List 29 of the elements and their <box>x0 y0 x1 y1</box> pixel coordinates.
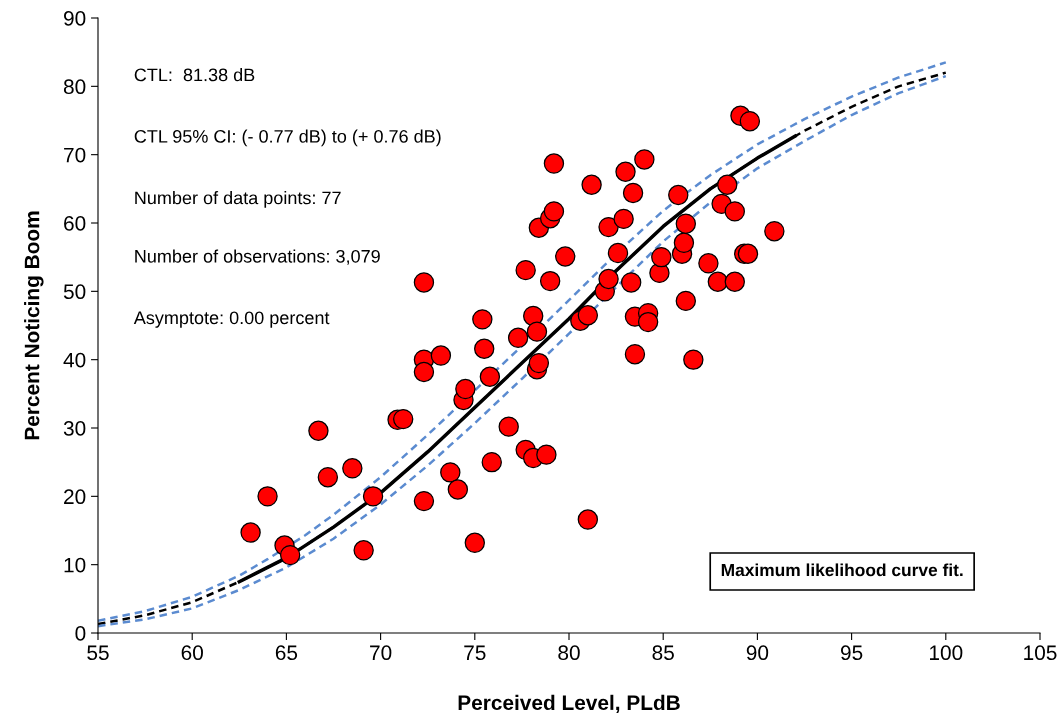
x-axis-title: Perceived Level, PLdB <box>458 694 680 714</box>
x-tick-label: 105 <box>1024 645 1057 661</box>
x-tick-label: 65 <box>275 645 298 661</box>
y-tick-label: 30 <box>63 421 86 436</box>
annotation: Number of data points: 77 <box>135 191 341 208</box>
x-tick-label: 75 <box>464 645 486 661</box>
x-tick-label: 60 <box>181 645 203 661</box>
x-tick-label: 100 <box>930 645 963 661</box>
annotation: Maximum likelihood curve fit. <box>721 563 963 577</box>
y-tick-label: 60 <box>64 216 86 231</box>
x-tick-label: 90 <box>746 645 769 661</box>
annotation: CTL: 81.38 dB <box>134 68 255 82</box>
y-tick-label: 80 <box>63 79 86 95</box>
x-tick-label: 80 <box>558 645 580 661</box>
y-tick-label: 90 <box>64 11 86 26</box>
y-tick-label: 70 <box>64 147 86 163</box>
annotation: Asymptote: 0.00 percent <box>133 311 330 328</box>
y-tick-label: 20 <box>64 489 86 505</box>
y-tick-label: 50 <box>63 284 86 300</box>
y-axis-title: Percent Noticing Boom <box>24 211 44 440</box>
annotation: CTL 95% CI: (- 0.77 dB) to (+ 0.76 dB) <box>134 129 441 147</box>
x-tick-label: 85 <box>652 645 674 661</box>
y-tick-label: 40 <box>63 352 86 368</box>
annotation: Number of observations: 3,079 <box>135 249 380 265</box>
x-tick-label: 95 <box>840 645 863 661</box>
y-tick-label: 10 <box>64 557 86 573</box>
x-tick-label: 55 <box>87 645 109 661</box>
x-tick-label: 70 <box>370 645 392 661</box>
y-tick-label: 0 <box>75 626 86 641</box>
